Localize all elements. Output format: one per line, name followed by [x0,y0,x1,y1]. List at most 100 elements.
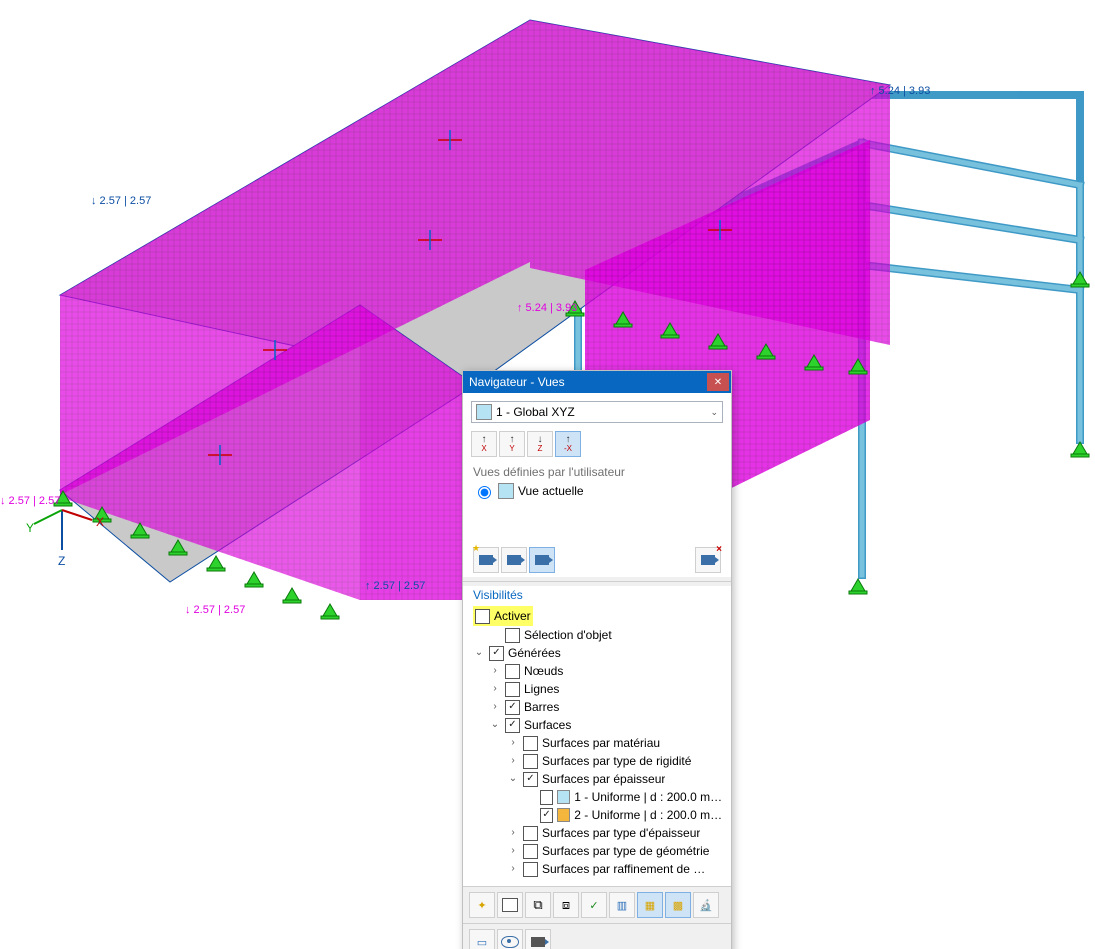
tree-label: Surfaces par raffinement de maillage [542,860,712,878]
collapse-icon[interactable]: ⌄ [489,716,501,734]
tree-checkbox[interactable] [540,808,554,823]
current-view-radio[interactable] [478,486,491,499]
camera-active-button[interactable] [529,547,555,573]
tree-checkbox[interactable] [505,682,520,697]
tree-label: Nœuds [524,662,563,680]
overlay2-button[interactable]: ▩ [665,892,691,918]
current-view-row[interactable]: Vue actuelle [469,481,725,505]
panel-title: Navigateur - Vues [469,375,565,389]
camera-toolbar: ★ × [469,545,725,575]
axis-view-button[interactable]: ↑-X [555,431,581,457]
expand-icon[interactable]: › [507,752,519,770]
tree-checkbox[interactable] [523,754,538,769]
tree-checkbox[interactable] [505,700,520,715]
svg-text:Z: Z [58,554,65,568]
user-views-label: Vues définies par l'utilisateur [469,459,725,481]
color-swatch [557,808,570,822]
tree-label: Surfaces par épaisseur [542,770,665,788]
tree-node[interactable]: ⌄ Générées [471,644,723,662]
axis-view-button[interactable]: ↓Z [527,431,553,457]
current-view-chip [498,483,514,499]
tree-label: 2 - Uniforme | d : 200.0 mm | ... [574,806,723,824]
tree-label: Générées [508,644,561,662]
tree-label: Barres [524,698,559,716]
tree-label: Surfaces par type d'épaisseur [542,824,700,842]
camera-edit-button[interactable] [501,547,527,573]
view-chip [476,404,492,420]
tree-checkbox[interactable] [489,646,504,661]
tree-checkbox[interactable] [505,718,520,733]
tree-checkbox[interactable] [523,862,538,877]
tree-label: Surfaces par matériau [542,734,660,752]
tree-label: Surfaces par type de géométrie [542,842,709,860]
panel-titlebar[interactable]: Navigateur - Vues ✕ [463,371,731,393]
axis-view-button[interactable]: ↑Y [499,431,525,457]
tree-node[interactable]: › Nœuds [471,662,723,680]
activate-checkbox[interactable] [475,609,490,624]
camera-add-button[interactable]: ★ [473,547,499,573]
tree-node[interactable]: › Surfaces par type de rigidité [471,752,723,770]
box-button[interactable] [497,892,523,918]
panel-close-button[interactable]: ✕ [707,373,729,391]
tree-node[interactable]: › Lignes [471,680,723,698]
expand-icon[interactable]: › [489,698,501,716]
view-selector-label: 1 - Global XYZ [496,405,575,419]
display-button[interactable]: ▭ [469,929,495,949]
tree-label: Surfaces [524,716,571,734]
color-swatch [557,790,570,804]
check-list-button[interactable]: ✓ [581,892,607,918]
tree-node[interactable]: › Barres [471,698,723,716]
tree-label: Sélection d'objet [524,626,612,644]
tree-checkbox[interactable] [523,772,538,787]
navigator-views-panel: Navigateur - Vues ✕ 1 - Global XYZ ⌄ ↑X↑… [462,370,732,949]
tree-node[interactable]: ⌄ Surfaces [471,716,723,734]
tree-label: Surfaces par type de rigidité [542,752,691,770]
tree-node[interactable]: › Surfaces par type d'épaisseur [471,824,723,842]
tree-checkbox[interactable] [540,790,554,805]
bottom-toolbar: ✦ ⧉ ⧈ ✓ ▥ ▦ ▩ 🔬 [463,886,731,923]
current-view-label: Vue actuelle [518,484,584,498]
camera-delete-button[interactable]: × [695,547,721,573]
select-remove-button[interactable]: ⧈ [553,892,579,918]
select-add-button[interactable]: ⧉ [525,892,551,918]
view-selector-combo[interactable]: 1 - Global XYZ ⌄ [471,401,723,423]
eye-icon [501,936,519,948]
tree-node[interactable]: 1 - Uniforme | d : 200.0 mm | ... [471,788,723,806]
visibility-tree: Activer Sélection d'objet ⌄ Générées › Nœuds… [469,604,725,884]
collapse-icon[interactable]: ⌄ [507,770,519,788]
expand-icon[interactable]: › [507,842,519,860]
tree-checkbox[interactable] [505,628,520,643]
tree-node[interactable]: › Surfaces par type de géométrie [471,842,723,860]
chevron-down-icon: ⌄ [710,407,718,418]
expand-icon[interactable]: › [507,860,519,878]
visibilities-label: Visibilités [469,586,725,604]
tree-checkbox[interactable] [523,826,538,841]
activate-row[interactable]: Activer [471,606,723,626]
overlay1-button[interactable]: ▦ [637,892,663,918]
axis-view-toolbar: ↑X↑Y↓Z↑-X [469,429,725,459]
tree-node[interactable]: › Surfaces par raffinement de maillage [471,860,723,878]
tree-node[interactable]: › Surfaces par matériau [471,734,723,752]
microscope-button[interactable]: 🔬 [693,892,719,918]
tree-node[interactable]: 2 - Uniforme | d : 200.0 mm | ... [471,806,723,824]
new-view-button[interactable]: ✦ [469,892,495,918]
camera-footer-button[interactable] [525,929,551,949]
expand-icon[interactable]: › [507,734,519,752]
tree-label: 1 - Uniforme | d : 200.0 mm | ... [574,788,723,806]
tree-checkbox[interactable] [523,736,538,751]
tree-node[interactable]: Sélection d'objet [471,626,723,644]
tree-node[interactable]: ⌄ Surfaces par épaisseur [471,770,723,788]
axis-view-button[interactable]: ↑X [471,431,497,457]
svg-text:X: X [96,515,104,529]
expand-icon[interactable]: › [489,680,501,698]
collapse-icon[interactable]: ⌄ [473,644,485,662]
footer-toolbar: ▭ [463,923,731,949]
tree-checkbox[interactable] [505,664,520,679]
eye-button[interactable] [497,929,523,949]
expand-icon[interactable]: › [489,662,501,680]
expand-icon[interactable]: › [507,824,519,842]
chart-button[interactable]: ▥ [609,892,635,918]
activate-label: Activer [494,607,531,625]
tree-checkbox[interactable] [523,844,538,859]
tree-label: Lignes [524,680,559,698]
